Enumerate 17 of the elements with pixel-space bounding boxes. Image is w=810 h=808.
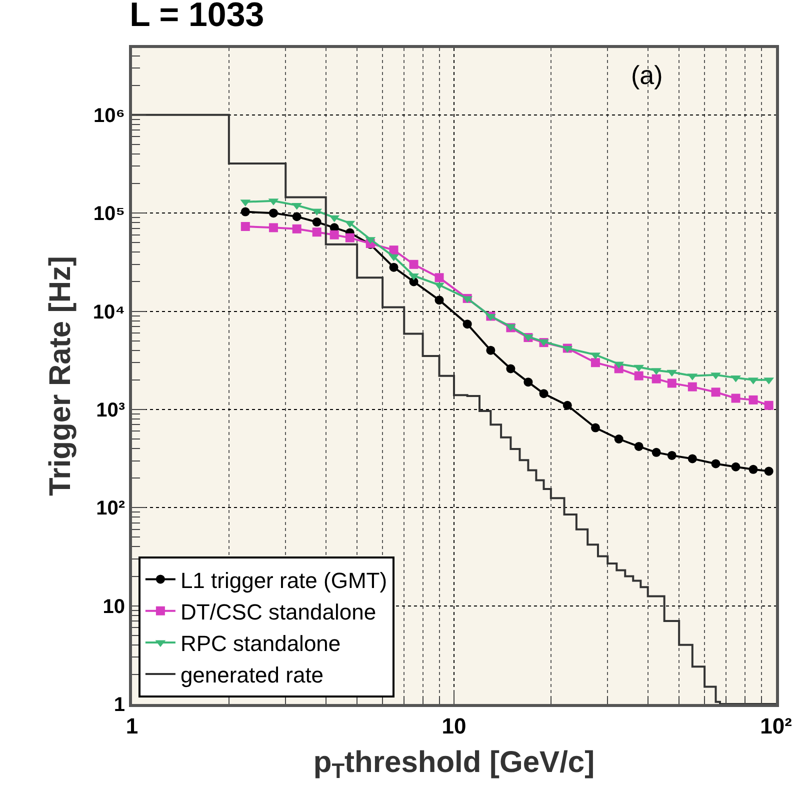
legend-label: DT/CSC standalone (180, 599, 376, 624)
y-tick-label: 10² (96, 498, 126, 520)
x-axis-title: p$_{T}$threshold [GeV/c] (313, 746, 595, 784)
y-axis-title: Trigger Rate [Hz] (44, 256, 77, 496)
y-tick-label: 10⁴ (92, 301, 125, 324)
chart-title: L = 1033 (130, 0, 264, 34)
y-tick-label: 10⁶ (94, 104, 125, 127)
legend-label: RPC standalone (180, 631, 341, 656)
y-tick-label: 10³ (96, 399, 126, 422)
y-tick-label: 10 (102, 596, 125, 618)
y-tick-label: 1 (114, 694, 125, 716)
legend-label: L1 trigger rate (GMT) (180, 568, 388, 593)
annotation: (a) (631, 60, 663, 90)
y-tick-label: 10⁵ (93, 203, 125, 226)
legend-label: generated rate (180, 662, 324, 688)
x-tick-label: 10² (760, 713, 792, 738)
x-tick-label: 10 (442, 713, 466, 738)
